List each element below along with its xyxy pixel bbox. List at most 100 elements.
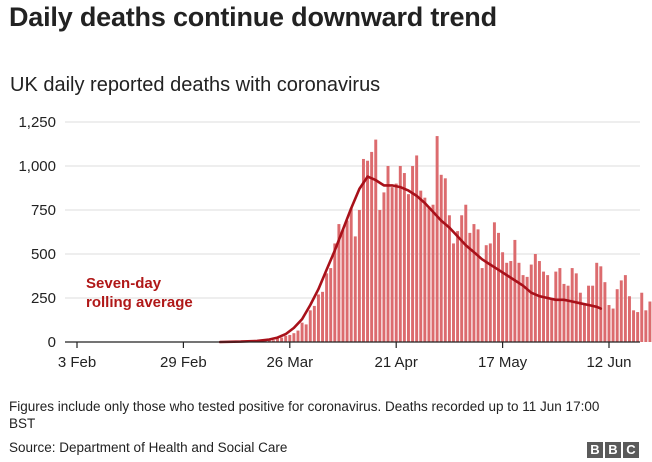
daily-deaths-bar xyxy=(345,220,349,342)
daily-deaths-bar xyxy=(468,232,472,342)
daily-deaths-bar xyxy=(591,285,595,342)
bbc-logo-letter: B xyxy=(587,442,603,458)
daily-deaths-bar xyxy=(288,334,292,342)
daily-deaths-bar xyxy=(304,324,308,342)
daily-deaths-bar xyxy=(501,252,505,342)
daily-deaths-bar xyxy=(521,275,525,342)
daily-deaths-bar xyxy=(456,231,460,342)
daily-deaths-bar xyxy=(525,276,529,342)
daily-deaths-bar xyxy=(378,210,382,342)
daily-deaths-bar xyxy=(386,166,390,342)
daily-deaths-bar xyxy=(632,310,636,342)
daily-deaths-bar xyxy=(427,206,431,342)
daily-deaths-bar xyxy=(337,224,341,342)
x-tick-label: 12 Jun xyxy=(586,354,631,371)
daily-deaths-bar xyxy=(582,303,586,342)
footnote: Figures include only those who tested po… xyxy=(9,399,600,431)
y-tick-label: 0 xyxy=(48,334,56,351)
daily-deaths-bar xyxy=(452,243,455,342)
daily-deaths-bar xyxy=(374,139,378,342)
daily-deaths-bars xyxy=(218,136,652,342)
rolling-average-annotation: Seven-day rolling average xyxy=(86,275,193,311)
daily-deaths-bar xyxy=(554,271,558,342)
daily-deaths-bar xyxy=(505,262,509,342)
daily-deaths-bar xyxy=(292,333,296,342)
daily-deaths-bar xyxy=(333,243,337,342)
daily-deaths-bar xyxy=(419,190,423,342)
daily-deaths-bar xyxy=(439,174,443,342)
daily-deaths-bar xyxy=(644,310,648,342)
daily-deaths-bar xyxy=(509,261,513,342)
daily-deaths-bar xyxy=(546,275,550,342)
daily-deaths-bar xyxy=(464,204,468,342)
daily-deaths-bar xyxy=(349,208,353,342)
daily-deaths-bar xyxy=(497,232,500,342)
daily-deaths-bar xyxy=(402,173,406,342)
daily-deaths-bar xyxy=(308,310,312,342)
x-tick-label: 29 Feb xyxy=(160,354,207,371)
daily-deaths-bar xyxy=(640,292,644,342)
daily-deaths-bar xyxy=(366,160,370,342)
daily-deaths-bar xyxy=(267,339,271,342)
daily-deaths-bar xyxy=(447,215,451,342)
daily-deaths-bar xyxy=(431,204,435,342)
daily-deaths-bar xyxy=(480,268,484,342)
daily-deaths-bar xyxy=(411,166,415,342)
x-tick-label: 3 Feb xyxy=(58,354,96,371)
y-tick-label: 1,250 xyxy=(18,114,56,131)
daily-deaths-bar xyxy=(443,178,447,342)
daily-deaths-bar xyxy=(296,330,300,342)
daily-deaths-bar xyxy=(570,268,574,342)
daily-deaths-bar xyxy=(492,222,496,342)
daily-deaths-bar xyxy=(578,292,582,342)
daily-deaths-bar xyxy=(276,338,279,342)
daily-deaths-bar xyxy=(312,305,316,342)
daily-deaths-bar xyxy=(263,340,267,342)
daily-deaths-bar xyxy=(636,312,640,342)
daily-deaths-bar xyxy=(415,155,419,342)
y-tick-label: 750 xyxy=(31,202,56,219)
daily-deaths-bar xyxy=(280,337,284,342)
daily-deaths-bar xyxy=(623,275,627,342)
chart-subtitle: UK daily reported deaths with coronaviru… xyxy=(10,74,381,96)
headline: Daily deaths continue downward trend xyxy=(9,2,497,32)
daily-deaths-bar xyxy=(341,229,345,342)
annotation-line: rolling average xyxy=(86,294,193,311)
daily-deaths-bar xyxy=(390,187,394,342)
daily-deaths-bar xyxy=(435,136,439,342)
axes: 0 250 500 750 1,000 1,250 3 Feb 29 Feb 26 Mar 21 … xyxy=(18,114,640,371)
daily-deaths-bar xyxy=(357,210,361,342)
daily-deaths-bar xyxy=(460,215,464,342)
daily-deaths-bar xyxy=(566,285,570,342)
daily-deaths-bar xyxy=(329,268,333,342)
daily-deaths-bar xyxy=(550,299,554,342)
daily-deaths-bar xyxy=(316,294,320,342)
daily-deaths-bar xyxy=(382,192,386,342)
daily-deaths-bar xyxy=(587,285,591,342)
daily-deaths-bar xyxy=(562,283,566,342)
bbc-logo-letter: C xyxy=(623,442,639,458)
daily-deaths-bar xyxy=(537,261,541,342)
y-tick-label: 500 xyxy=(31,246,56,263)
daily-deaths-bar xyxy=(488,243,492,342)
x-tick-label: 21 Apr xyxy=(375,354,418,371)
daily-deaths-bar xyxy=(595,262,599,342)
daily-deaths-bar xyxy=(370,151,374,342)
daily-deaths-bar xyxy=(284,335,288,342)
rolling-average-line xyxy=(218,175,603,344)
daily-deaths-bar xyxy=(542,271,545,342)
daily-deaths-bar xyxy=(648,301,652,342)
daily-deaths-bar xyxy=(321,291,325,342)
daily-deaths-bar xyxy=(394,183,398,342)
daily-deaths-bar xyxy=(533,254,537,342)
daily-deaths-bar xyxy=(611,308,615,342)
daily-deaths-bar xyxy=(407,194,410,342)
daily-deaths-bar xyxy=(271,340,275,342)
daily-deaths-bar xyxy=(574,273,578,342)
daily-deaths-bar xyxy=(619,280,623,342)
x-tick-label: 26 Mar xyxy=(266,354,313,371)
daily-deaths-bar xyxy=(484,245,488,342)
daily-deaths-bar xyxy=(529,264,533,342)
daily-deaths-bar xyxy=(353,236,357,342)
deaths-chart: 0 250 500 750 1,000 1,250 3 Feb 29 Feb 26 Mar 21 … xyxy=(18,114,652,371)
